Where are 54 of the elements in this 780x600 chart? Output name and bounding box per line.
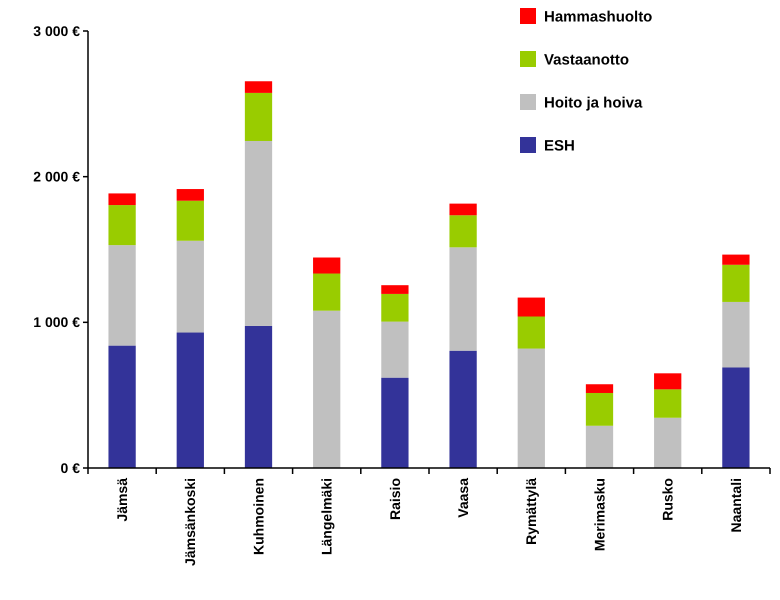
x-tick-label: Jämsä [114,478,130,522]
bar [108,205,136,246]
x-tick-label: Längelmäki [318,478,335,556]
legend-label: Hoito ja hoiva [544,94,643,112]
bar [108,245,136,346]
y-tick-label: 3 000 € [33,22,80,39]
legend-label: Hammashuolto [544,8,652,26]
bar [176,189,204,201]
bar [722,367,750,468]
bar [654,389,682,418]
bar [449,247,477,351]
bar [586,392,614,426]
bar [449,350,477,468]
bar [381,322,409,378]
x-tick-label: Vaasa [455,478,471,518]
bar [586,384,614,393]
x-tick-label: Naantali [728,478,744,532]
bar [654,373,682,390]
bar [381,378,409,468]
bar [244,140,272,326]
bar [313,258,340,274]
y-tick-label: 0 € [60,460,80,476]
x-tick-label: Jämsänkoski [182,478,198,566]
bar [518,316,545,349]
bar [518,348,545,468]
bar [722,254,750,265]
bar [108,193,136,206]
bar [449,204,477,216]
bar [722,264,750,302]
bar [722,302,750,368]
bar [654,418,682,468]
bar [244,326,272,468]
y-tick-label: 1 000 € [33,314,80,330]
bar [176,332,204,468]
legend-label: Vastaanotto [544,51,630,68]
x-tick-label: Raisio [386,478,403,520]
bar [381,294,409,322]
bar [244,81,272,93]
bar [381,285,409,294]
y-tick-label: 2 000 € [33,168,80,185]
legend-label: ESH [544,137,575,154]
bar [108,346,136,468]
x-tick-label: Rymättylä [523,478,540,545]
bar [518,298,545,317]
x-tick-label: Rusko [660,478,676,521]
x-tick-label: Kuhmoinen [250,478,266,555]
bar [586,426,614,468]
bar [176,200,204,241]
bar [176,240,204,333]
bar [313,310,340,468]
bar [449,215,477,248]
bar [313,274,340,311]
bar [244,92,272,141]
x-tick-label: Merimasku [591,478,608,552]
